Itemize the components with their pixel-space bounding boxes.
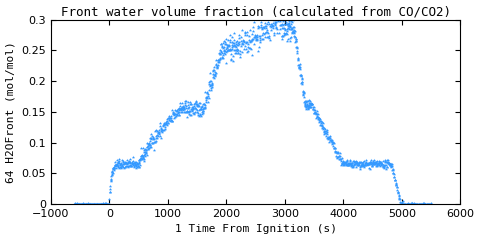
Y-axis label: 64 H2OFront (mol/mol): 64 H2OFront (mol/mol) bbox=[6, 41, 15, 183]
Title: Front water volume fraction (calculated from CO/CO2): Front water volume fraction (calculated … bbox=[60, 6, 451, 18]
X-axis label: 1 Time From Ignition (s): 1 Time From Ignition (s) bbox=[175, 224, 336, 234]
